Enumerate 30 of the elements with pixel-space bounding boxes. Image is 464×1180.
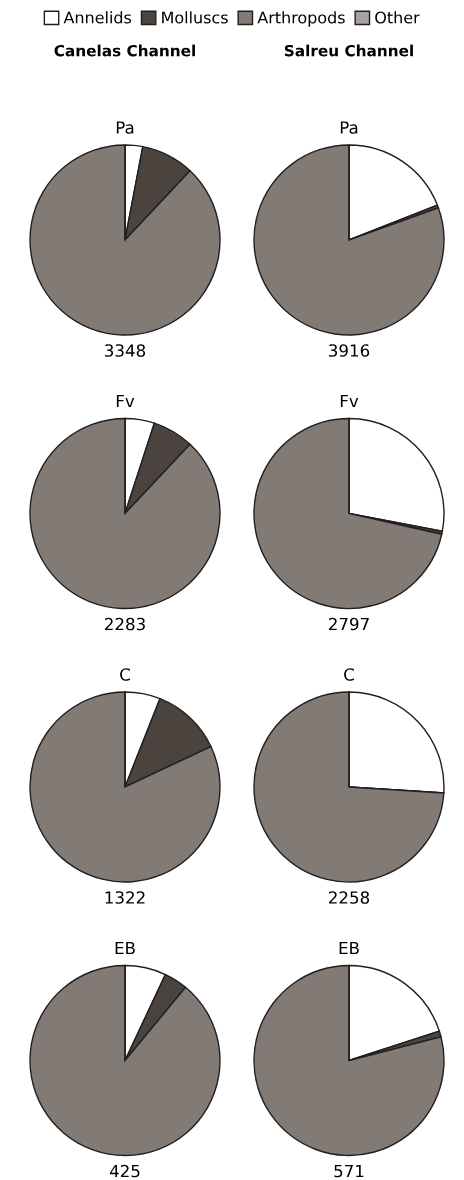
text: 571 xyxy=(334,1164,364,1178)
pie-slice xyxy=(29,417,221,610)
legend-label: Molluscs xyxy=(162,11,228,24)
text: 1322 xyxy=(105,891,145,904)
text: Pa xyxy=(116,121,134,134)
text: 2283 xyxy=(105,617,145,631)
chart-title: EB xyxy=(115,941,135,955)
pie-slice xyxy=(29,144,221,336)
chart-title: EB xyxy=(339,941,359,955)
legend-label: Annelids xyxy=(63,11,132,24)
text: Canelas Channel xyxy=(54,44,195,57)
pie-slice xyxy=(253,964,445,1157)
pie-slice xyxy=(29,964,221,1157)
text: 2797 xyxy=(329,617,369,631)
pie-slice xyxy=(29,691,221,883)
chart-title: Fv xyxy=(340,394,359,408)
chart-title: C xyxy=(120,668,130,681)
chart-title: C xyxy=(344,668,354,681)
pie-slice xyxy=(253,691,445,883)
chart-title: Fv xyxy=(116,394,135,408)
legend-label: Other xyxy=(375,11,420,24)
text: 425 xyxy=(109,1164,140,1178)
text: 3348 xyxy=(105,344,146,357)
chart-subtitle: Salreu Channel xyxy=(284,44,413,57)
chart-title: Pa xyxy=(340,121,358,134)
text: 3916 xyxy=(329,344,370,357)
pie-slice xyxy=(253,144,445,336)
text: 2258 xyxy=(329,891,370,904)
pie-slice xyxy=(253,417,443,610)
legend-label: Arthropods xyxy=(257,11,345,27)
